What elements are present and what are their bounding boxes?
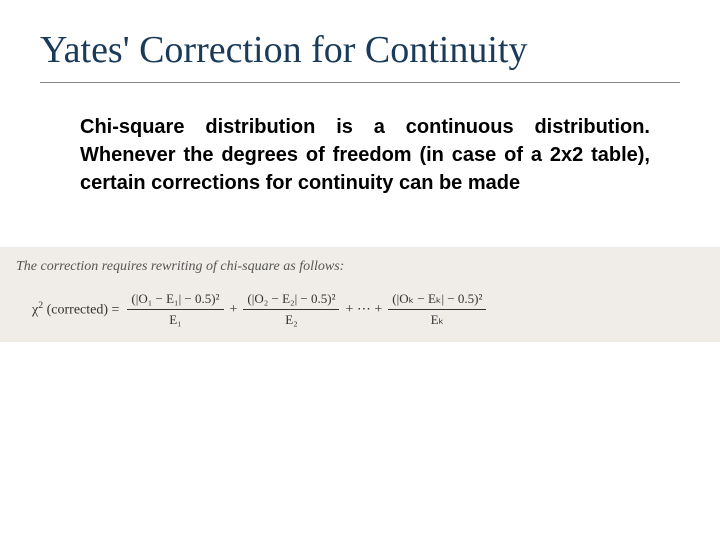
body-paragraph: Chi-square distribution is a continuous … <box>40 113 680 197</box>
ellipsis: + ⋯ + <box>345 301 382 318</box>
term-1-den: E₁ <box>169 310 181 328</box>
plus-1: + <box>230 302 238 318</box>
term-2-den: E₂ <box>285 310 297 328</box>
formula-intro: The correction requires rewriting of chi… <box>8 259 712 275</box>
term-k-den: Eₖ <box>431 310 444 328</box>
slide-title: Yates' Correction for Continuity <box>40 28 680 72</box>
formula-block: The correction requires rewriting of chi… <box>0 247 720 342</box>
term-2-num: (|O₂ − E₂| − 0.5)² <box>243 291 339 310</box>
slide-container: Yates' Correction for Continuity Chi-squ… <box>0 0 720 540</box>
term-2: (|O₂ − E₂| − 0.5)² E₂ <box>243 291 339 328</box>
chi-square-equation: χ2 (corrected) = (|O₁ − E₁| − 0.5)² E₁ +… <box>8 291 712 328</box>
equation-lhs: χ2 (corrected) = <box>32 300 119 319</box>
term-k-num: (|Oₖ − Eₖ| − 0.5)² <box>388 291 486 310</box>
title-divider <box>40 82 680 83</box>
term-k: (|Oₖ − Eₖ| − 0.5)² Eₖ <box>388 291 486 328</box>
term-1-num: (|O₁ − E₁| − 0.5)² <box>127 291 223 310</box>
term-1: (|O₁ − E₁| − 0.5)² E₁ <box>127 291 223 328</box>
lhs-corrected: (corrected) = <box>43 303 119 318</box>
